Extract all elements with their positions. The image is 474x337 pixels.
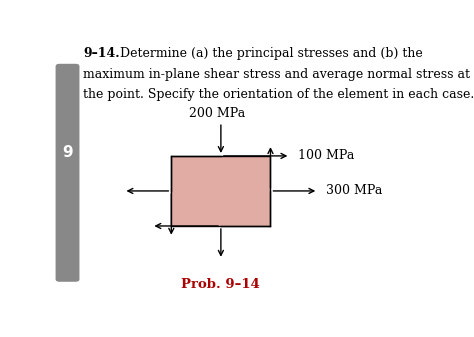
Bar — [171, 156, 271, 226]
Text: Determine (a) the principal stresses and (b) the: Determine (a) the principal stresses and… — [116, 47, 423, 60]
Text: 300 MPa: 300 MPa — [326, 184, 382, 197]
Text: maximum in-plane shear stress and average normal stress at: maximum in-plane shear stress and averag… — [83, 68, 470, 81]
Text: 200 MPa: 200 MPa — [189, 106, 246, 120]
FancyBboxPatch shape — [55, 64, 80, 282]
Text: 9–14.: 9–14. — [83, 47, 120, 60]
Text: Prob. 9–14: Prob. 9–14 — [182, 278, 260, 291]
Text: 100 MPa: 100 MPa — [298, 149, 354, 162]
Text: the point. Specify the orientation of the element in each case.: the point. Specify the orientation of th… — [83, 88, 474, 101]
Text: 9: 9 — [62, 145, 73, 159]
